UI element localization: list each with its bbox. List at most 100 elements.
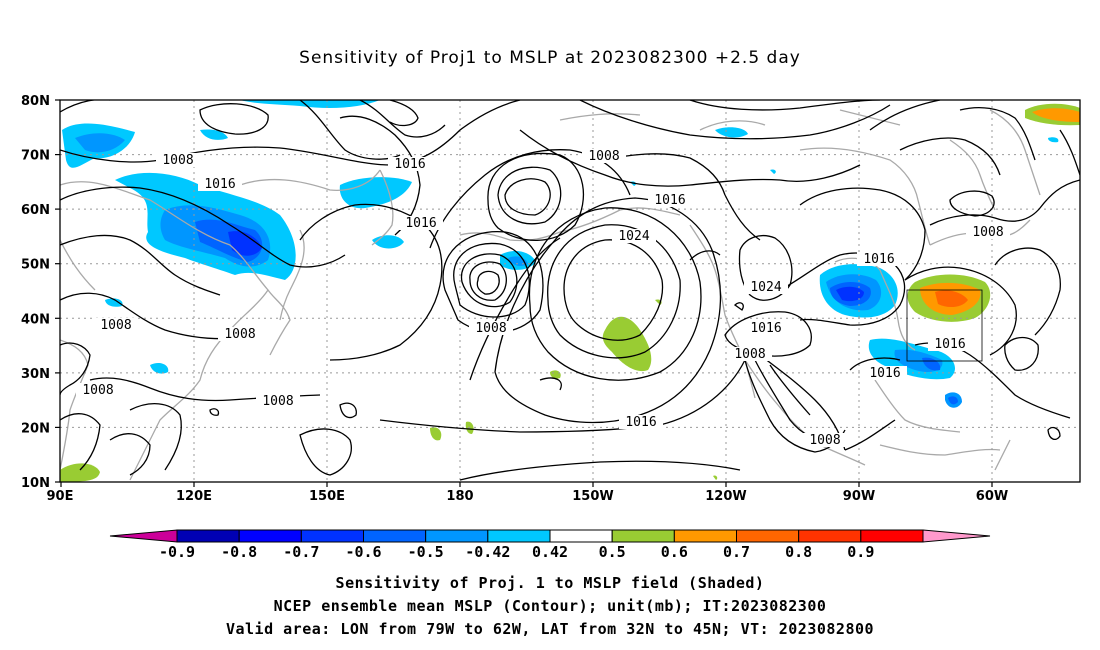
contour-label: 1016 — [857, 252, 901, 267]
grid-lines — [60, 100, 1080, 482]
contour-label-text: 1016 — [750, 321, 781, 336]
contour-label: 1016 — [399, 216, 443, 231]
contour-label-text: 1008 — [588, 149, 619, 164]
colorbar-cell — [176, 529, 240, 543]
contour-label: 1008 — [76, 383, 120, 398]
chart-title: Sensitivity of Proj1 to MSLP at 20230823… — [299, 48, 801, 68]
map-frame — [59, 99, 1081, 483]
longitude-labels: 90E 120E 150E 180 150W 120W 90W 60W — [47, 489, 1009, 504]
lon-label-90e: 90E — [47, 489, 74, 504]
lon-label-180: 180 — [446, 489, 473, 504]
lon-label-120w: 120W — [705, 489, 746, 504]
contour-label-text: 1008 — [262, 394, 293, 409]
lat-label-70n: 70N — [21, 149, 50, 164]
contour-label: 1016 — [388, 157, 432, 172]
map-plot-area: 1008 1016 1016 1008 1016 1016 1024 1008 … — [60, 100, 1080, 482]
colorbar-cell — [736, 529, 800, 543]
lat-label-10n: 10N — [21, 476, 50, 491]
lat-label-50n: 50N — [21, 258, 50, 273]
contour-label: 1008 — [803, 433, 847, 448]
coastlines — [60, 109, 1041, 481]
lat-label-80n: 80N — [21, 94, 50, 109]
colorbar-label: 0.6 — [661, 543, 688, 561]
lat-label-40n: 40N — [21, 312, 50, 327]
lon-label-90w: 90W — [843, 489, 875, 504]
colorbar-label: -0.42 — [465, 543, 510, 561]
contour-label: 1008 — [469, 321, 513, 336]
colorbar-label: 0.5 — [599, 543, 626, 561]
contour-label: 1016 — [198, 177, 242, 192]
contour-label-text: 1016 — [869, 366, 900, 381]
contour-labels: 1008 1016 1016 1008 1016 1016 1024 1008 … — [76, 149, 1010, 448]
valid-area-box — [906, 289, 983, 362]
contour-label: 1016 — [744, 321, 788, 336]
colorbar-label: -0.5 — [408, 543, 444, 561]
contour-label: 1024 — [744, 280, 788, 295]
contour-label-text: 1008 — [475, 321, 506, 336]
contour-label-text: 1008 — [224, 327, 255, 342]
contour-label: 1008 — [256, 394, 300, 409]
colorbar-label: -0.9 — [159, 543, 195, 561]
colorbar-cell — [425, 529, 489, 543]
caption-shaded-field: Sensitivity of Proj. 1 to MSLP field (Sh… — [335, 574, 765, 592]
colorbar-cell — [300, 529, 365, 543]
contour-label: 1008 — [94, 318, 138, 333]
colorbar-right-triangle — [922, 529, 991, 543]
colorbar-cells — [109, 529, 991, 543]
contour-label-text: 1008 — [972, 225, 1003, 240]
contour-label: 1016 — [863, 366, 907, 381]
colorbar-cell — [487, 529, 551, 543]
colorbar: -0.9 -0.8 -0.7 -0.6 -0.5 -0.42 0.42 0.5 0.6 0.7 0.… — [109, 529, 991, 561]
colorbar-cell — [363, 529, 427, 543]
colorbar-labels: -0.9 -0.8 -0.7 -0.6 -0.5 -0.42 0.42 0.5 0.6 0.7 0.… — [159, 543, 874, 561]
contour-label-text: 1024 — [618, 229, 649, 244]
contour-label-text: 1016 — [394, 157, 425, 172]
contour-label-text: 1016 — [863, 252, 894, 267]
caption-contour-field: NCEP ensemble mean MSLP (Contour); unit(… — [273, 597, 827, 615]
lat-label-20n: 20N — [21, 421, 50, 436]
contour-label-text: 1024 — [750, 280, 781, 295]
contour-label-text: 1016 — [405, 216, 436, 231]
contour-label-text: 1008 — [162, 153, 193, 168]
colorbar-label: 0.8 — [785, 543, 812, 561]
contour-label: 1008 — [728, 347, 772, 362]
lon-label-150w: 150W — [572, 489, 613, 504]
caption-valid-area: Valid area: LON from 79W to 62W, LAT fro… — [225, 620, 875, 638]
contour-label: 1024 — [612, 229, 656, 244]
colorbar-label: -0.6 — [345, 543, 381, 561]
contour-label: 1016 — [928, 337, 972, 352]
lon-label-150e: 150E — [309, 489, 345, 504]
contour-label: 1008 — [966, 225, 1010, 240]
lat-label-30n: 30N — [21, 367, 50, 382]
sensitivity-shading — [60, 100, 1080, 482]
contour-label: 1016 — [648, 193, 692, 208]
mslp-contours — [60, 100, 1080, 481]
contour-label-text: 1008 — [809, 433, 840, 448]
axis-ticks — [55, 99, 993, 487]
contour-label: 1008 — [582, 149, 626, 164]
colorbar-cell — [798, 529, 862, 543]
colorbar-cell — [673, 529, 737, 543]
colorbar-cell — [611, 529, 675, 543]
lat-label-60n: 60N — [21, 203, 50, 218]
colorbar-label: 0.42 — [532, 543, 568, 561]
contour-label-text: 1008 — [82, 383, 113, 398]
contour-label-text: 1016 — [654, 193, 685, 208]
lon-label-120e: 120E — [176, 489, 212, 504]
contour-label-text: 1008 — [734, 347, 765, 362]
colorbar-label: -0.7 — [283, 543, 319, 561]
lon-label-60w: 60W — [976, 489, 1008, 504]
colorbar-cell — [238, 529, 302, 543]
contour-label: 1016 — [619, 415, 663, 430]
contour-label-text: 1016 — [204, 177, 235, 192]
contour-label: 1008 — [218, 327, 262, 342]
colorbar-label: 0.7 — [723, 543, 750, 561]
contour-label: 1008 — [156, 153, 200, 168]
colorbar-left-triangle — [109, 529, 178, 543]
latitude-labels: 80N 70N 60N 50N 40N 30N 20N 10N — [21, 94, 50, 491]
colorbar-label: -0.8 — [221, 543, 257, 561]
colorbar-cell — [860, 529, 924, 543]
colorbar-cell — [549, 529, 613, 543]
colorbar-label: 0.9 — [847, 543, 874, 561]
